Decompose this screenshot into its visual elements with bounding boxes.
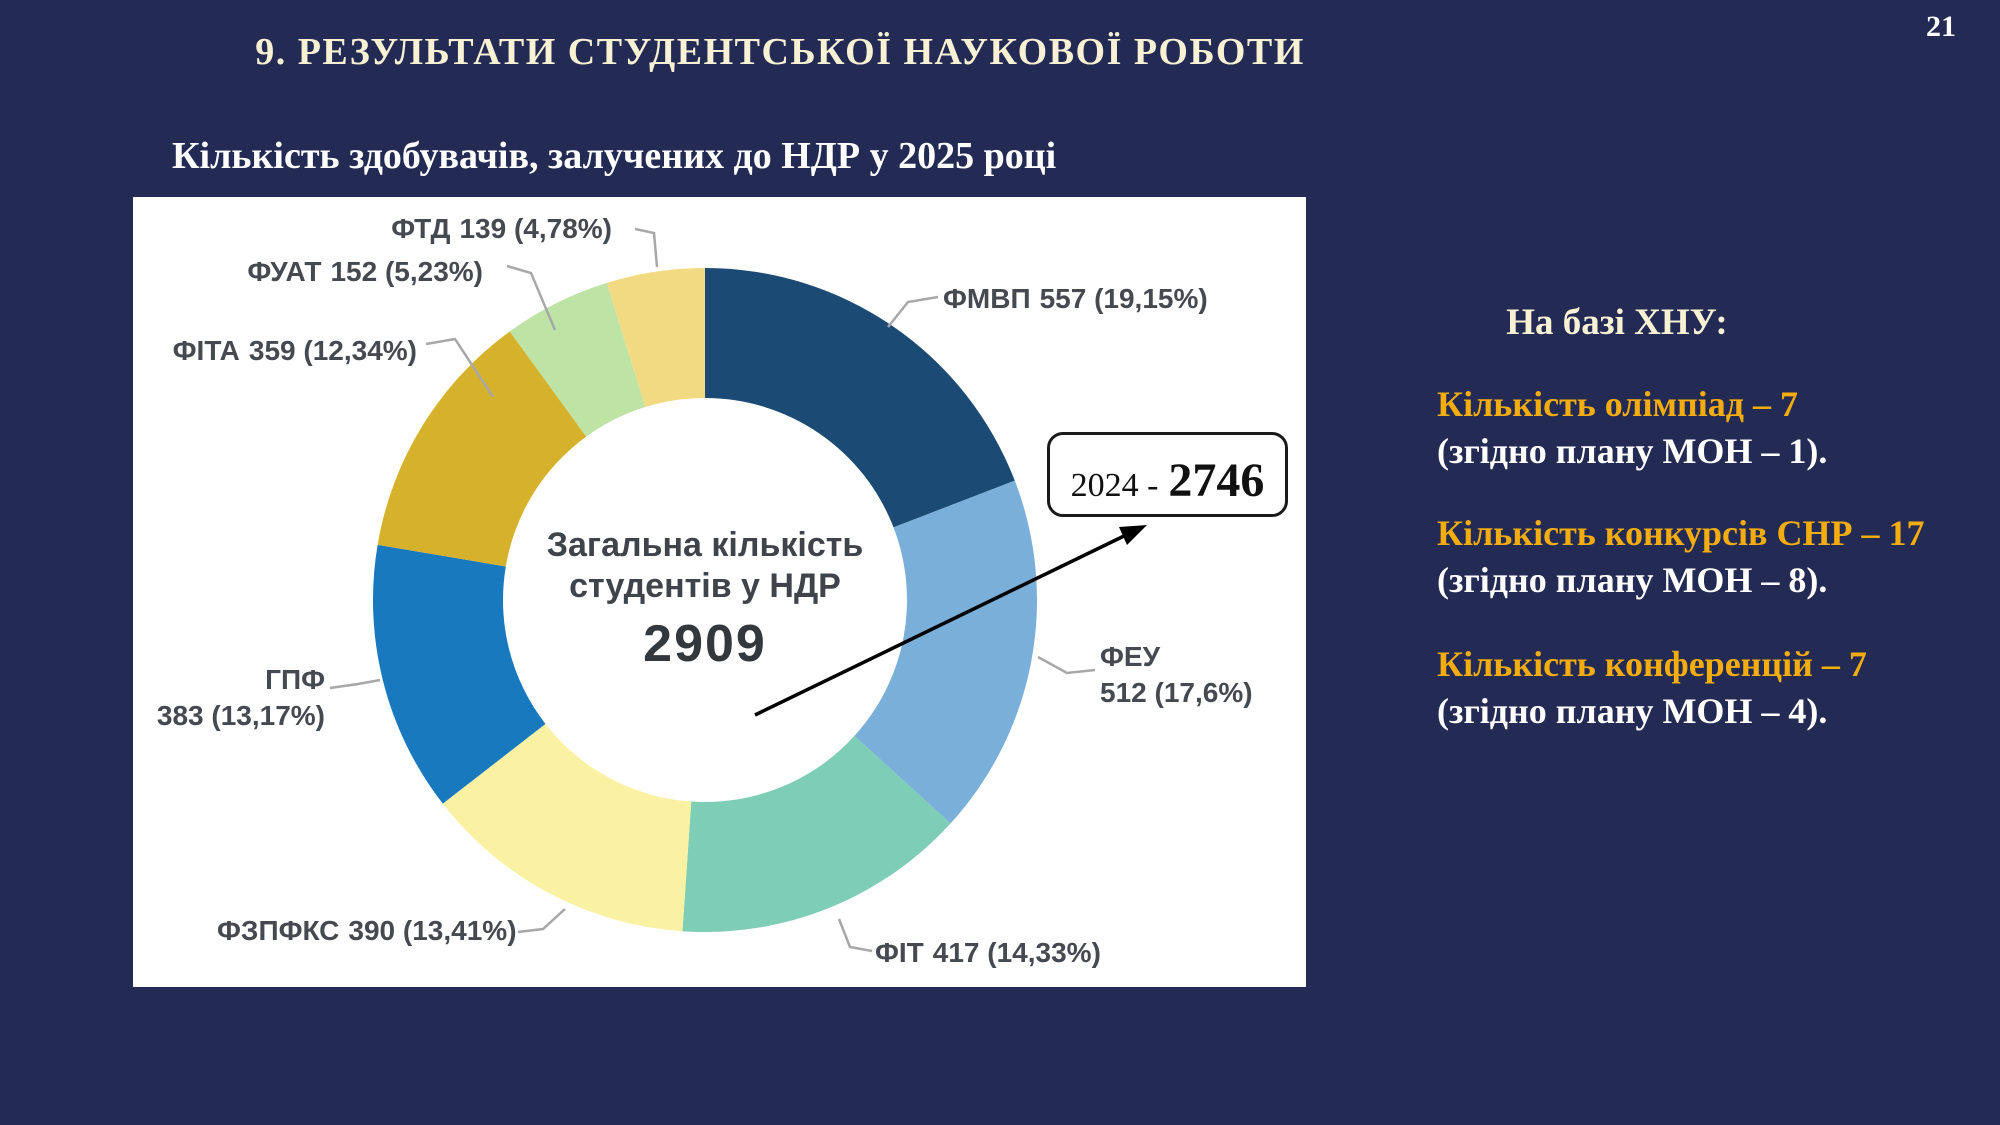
right-panel-item-contests: Кількість конкурсів СНР – 17 (згідно пла… <box>1437 510 1997 604</box>
slice-label-gpf: ГПФ 383 (13,17%) <box>156 664 325 731</box>
donut-segment-ГПФ <box>372 544 546 804</box>
center-label-line1: Загальна кількість <box>546 526 864 564</box>
leader-gpf <box>329 678 381 690</box>
total-students-value: 2909 <box>643 615 767 673</box>
leader-ftd <box>634 227 659 268</box>
leader-fzpfks <box>517 908 566 934</box>
slice-label-fuat: ФУАТ 152 (5,23%) <box>247 256 483 287</box>
donut-chart-panel: ФТД 139 (4,78%) ФУАТ 152 (5,23%) ФІТА 359 (… <box>133 197 1306 987</box>
callout-year: 2024 - <box>1070 467 1159 504</box>
right-panel-item-conferences: Кількість конференцій – 7 (згідно плану … <box>1437 641 1997 735</box>
contests-count: Кількість конкурсів СНР – 17 <box>1437 513 1925 553</box>
donut-segment-ФЗПФКС <box>442 723 692 932</box>
leader-fuat <box>506 264 557 331</box>
contests-plan: (згідно плану МОН – 8). <box>1437 560 1828 600</box>
conferences-plan: (згідно плану МОН – 4). <box>1437 691 1828 731</box>
donut-chart <box>329 227 1147 953</box>
donut-segment-ФТД <box>606 268 705 408</box>
center-label-line2: студентів у НДР <box>569 567 841 605</box>
slice-label-fmvp: ФМВП 557 (19,15%) <box>943 283 1208 314</box>
leader-feu <box>1037 655 1096 675</box>
leader-fita <box>425 337 495 398</box>
leader-fmvp <box>887 295 939 328</box>
hnu-heading: На базі ХНУ: <box>1506 302 1728 343</box>
conferences-count: Кількість конференцій – 7 <box>1437 644 1867 684</box>
slice-label-fit: ФІТ 417 (14,33%) <box>875 937 1101 968</box>
olympiads-plan: (згідно плану МОН – 1). <box>1437 431 1828 471</box>
callout-arrow-line <box>754 534 1125 717</box>
olympiads-count: Кількість олімпіад – 7 <box>1437 384 1798 424</box>
slide-subtitle: Кількість здобувачів, залучених до НДР у… <box>172 135 1057 177</box>
leader-fit <box>837 918 873 953</box>
slice-label-fzpfks: ФЗПФКС 390 (13,41%) <box>217 915 517 946</box>
slice-label-ftd: ФТД 139 (4,78%) <box>391 213 612 244</box>
callout-value: 2746 <box>1168 454 1265 507</box>
previous-year-callout: 2024 - 2746 <box>1047 432 1288 517</box>
slice-label-fita: ФІТА 359 (12,34%) <box>172 335 417 366</box>
right-panel-item-olympiads: Кількість олімпіад – 7 (згідно плану МОН… <box>1437 381 1997 475</box>
donut-center-label: Загальна кількість студентів у НДР 2909 <box>505 525 905 673</box>
donut-segment-ФМВП <box>705 268 1015 528</box>
callout-arrow <box>754 525 1147 717</box>
donut-segments <box>372 268 1037 932</box>
donut-segment-ФУАТ <box>509 282 646 437</box>
donut-segment-ФІТА <box>377 331 587 567</box>
donut-segment-ФІТ <box>682 735 951 932</box>
donut-segment-ФЕУ <box>854 480 1037 824</box>
callout-arrowhead <box>1119 525 1147 545</box>
slide-title: 9. РЕЗУЛЬТАТИ СТУДЕНТСЬКОЇ НАУКОВОЇ РОБО… <box>255 31 1305 73</box>
label-leader-lines <box>329 227 1096 953</box>
slice-label-feu: ФЕУ 512 (17,6%) <box>1100 641 1253 708</box>
page-number: 21 <box>1926 10 1956 43</box>
